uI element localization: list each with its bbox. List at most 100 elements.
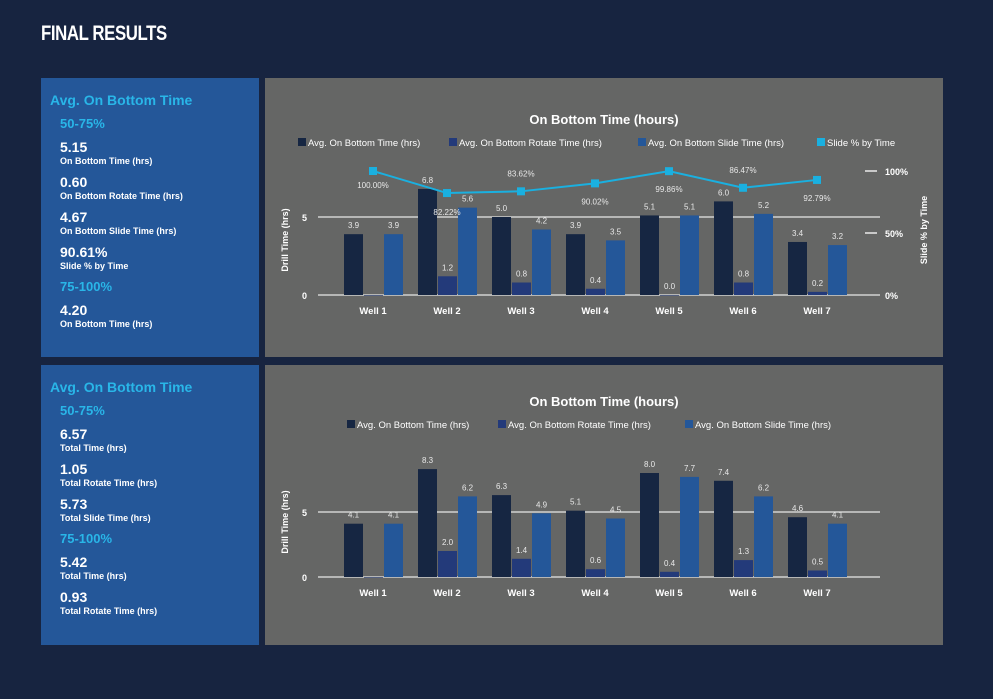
metric-label: Total Time (hrs) bbox=[60, 443, 127, 453]
legend-swatch bbox=[298, 138, 306, 146]
summary-panel-top: Avg. On Bottom Time 50-75% 5.15 On Bottom T… bbox=[41, 78, 259, 357]
metric-value: 4.67 bbox=[60, 209, 88, 225]
range-label: 50-75% bbox=[60, 116, 105, 131]
data-label: 5.1 bbox=[684, 202, 696, 211]
data-label: 5.0 bbox=[496, 204, 508, 213]
slide-pct-marker bbox=[443, 189, 451, 198]
data-label: 0.8 bbox=[738, 270, 750, 279]
data-label: 8.3 bbox=[422, 456, 434, 465]
legend-swatch bbox=[347, 420, 355, 428]
y-tick-label: 0 bbox=[302, 291, 307, 301]
legend-swatch bbox=[449, 138, 457, 146]
legend-item: Avg. On Bottom Rotate Time (hrs) bbox=[459, 138, 602, 149]
x-tick-label: Well 2 bbox=[433, 306, 460, 317]
metric-label: Total Slide Time (hrs) bbox=[60, 513, 151, 523]
metric-label: Total Rotate Time (hrs) bbox=[60, 478, 158, 488]
metric-value: 5.42 bbox=[60, 554, 88, 570]
data-label: 0.6 bbox=[590, 556, 602, 565]
bar bbox=[566, 510, 585, 577]
data-label: 5.2 bbox=[758, 201, 770, 210]
chart-top: On Bottom Time (hours) Avg. On Bottom Tim… bbox=[280, 112, 929, 317]
slide-pct-label: 100.00% bbox=[357, 181, 389, 190]
x-tick-label: Well 6 bbox=[729, 306, 756, 317]
bar bbox=[680, 215, 699, 295]
x-tick-label: Well 6 bbox=[729, 588, 756, 599]
data-label: 2.0 bbox=[442, 538, 454, 547]
legend-swatch bbox=[638, 138, 646, 146]
bar bbox=[512, 558, 531, 577]
metric-label: Slide % by Time bbox=[60, 261, 129, 271]
y-tick-label: 5 bbox=[302, 508, 307, 518]
metric-value: 6.57 bbox=[60, 426, 88, 442]
y-tick-label: 0 bbox=[302, 573, 307, 583]
y2-axis-label: Slide % by Time bbox=[919, 196, 929, 264]
bar bbox=[364, 295, 383, 296]
bar bbox=[512, 282, 531, 295]
slide-pct-label: 90.02% bbox=[581, 197, 608, 206]
bar bbox=[828, 523, 847, 577]
data-label: 1.2 bbox=[442, 263, 454, 272]
metric-label: Total Rotate Time (hrs) bbox=[60, 606, 158, 616]
bar bbox=[734, 282, 753, 295]
data-label: 4.1 bbox=[832, 511, 844, 520]
bar bbox=[808, 291, 827, 295]
x-tick-label: Well 5 bbox=[655, 588, 683, 599]
data-label: 0.2 bbox=[812, 279, 824, 288]
slide-pct-label: 99.86% bbox=[655, 185, 682, 194]
chart-title: On Bottom Time (hours) bbox=[529, 394, 678, 409]
x-tick-label: Well 1 bbox=[359, 588, 387, 599]
legend-swatch bbox=[685, 420, 693, 428]
data-label: 0.0 bbox=[664, 282, 676, 291]
bar bbox=[492, 217, 511, 295]
data-label: 3.9 bbox=[348, 221, 360, 230]
x-tick-label: Well 5 bbox=[655, 306, 683, 317]
metric-value: 5.73 bbox=[60, 496, 88, 512]
data-label: 1.4 bbox=[516, 546, 528, 555]
x-tick-label: Well 3 bbox=[507, 306, 534, 317]
bar bbox=[438, 551, 457, 577]
legend-item: Slide % by Time bbox=[827, 138, 895, 149]
bar bbox=[754, 213, 773, 295]
x-tick-label: Well 4 bbox=[581, 306, 609, 317]
slide-pct-label: 82.22% bbox=[433, 208, 460, 217]
bar bbox=[438, 276, 457, 295]
metric-value: 90.61% bbox=[60, 244, 108, 260]
x-tick-label: Well 3 bbox=[507, 588, 534, 599]
legend-item: Avg. On Bottom Time (hrs) bbox=[357, 420, 469, 431]
bar bbox=[640, 215, 659, 295]
bar bbox=[734, 560, 753, 577]
data-label: 0.5 bbox=[812, 558, 824, 567]
data-label: 4.1 bbox=[348, 511, 360, 520]
y-axis-label: Drill Time (hrs) bbox=[280, 208, 290, 271]
bar bbox=[606, 518, 625, 577]
slide-pct-marker bbox=[739, 183, 747, 192]
bar bbox=[532, 513, 551, 577]
metric-label: On Bottom Slide Time (hrs) bbox=[60, 226, 177, 236]
bar bbox=[754, 496, 773, 577]
data-label: 4.6 bbox=[792, 504, 804, 513]
slide-pct-marker bbox=[517, 187, 525, 196]
data-label: 3.9 bbox=[570, 221, 582, 230]
bar bbox=[418, 188, 437, 295]
data-label: 4.2 bbox=[536, 216, 548, 225]
x-tick-label: Well 2 bbox=[433, 588, 460, 599]
data-label: 5.1 bbox=[644, 202, 656, 211]
data-label: 6.2 bbox=[462, 483, 474, 492]
y2-tick-label: 0% bbox=[885, 291, 898, 301]
legend-swatch bbox=[498, 420, 506, 428]
slide-pct-label: 86.47% bbox=[729, 166, 756, 175]
slide-pct-marker bbox=[665, 167, 673, 176]
data-label: 4.5 bbox=[610, 506, 622, 515]
y2-tick-label: 100% bbox=[885, 167, 908, 177]
bar bbox=[586, 288, 605, 295]
bar bbox=[532, 229, 551, 295]
range-label: 75-100% bbox=[60, 279, 113, 294]
data-label: 4.1 bbox=[388, 511, 400, 520]
bar bbox=[788, 241, 807, 295]
bar bbox=[714, 480, 733, 577]
data-label: 5.6 bbox=[462, 195, 474, 204]
metric-value: 4.20 bbox=[60, 302, 88, 318]
bar bbox=[458, 207, 477, 295]
bar bbox=[606, 240, 625, 295]
bar bbox=[808, 570, 827, 577]
